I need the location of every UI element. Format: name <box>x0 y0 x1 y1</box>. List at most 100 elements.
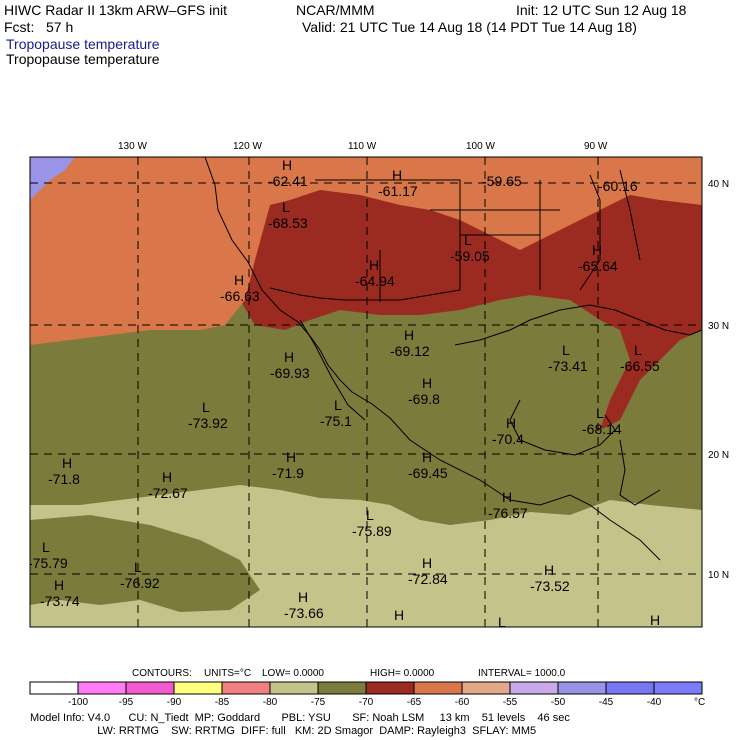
extremum-value: -72.84 <box>408 571 448 587</box>
extremum-value: -71.9 <box>272 465 304 481</box>
extremum-value: -66.63 <box>220 288 260 304</box>
extremum-type: H <box>54 577 64 593</box>
colorbar-swatch <box>317 681 367 695</box>
colorbar-swatch <box>125 681 175 695</box>
extremum-type: H <box>422 449 432 465</box>
model-title: HIWC Radar II 13km ARW–GFS init <box>4 2 228 18</box>
lat-label: 20 N <box>708 450 729 461</box>
colorbar-tick-label: -60 <box>455 697 470 708</box>
init-time: Init: 12 UTC Sun 12 Aug 18 <box>516 2 687 18</box>
contour-info: CONTOURS: UNITS=°C LOW= 0.0000 HIGH= 0.0… <box>132 668 566 679</box>
band-warmer <box>30 157 702 345</box>
extremum-value: -73.74 <box>40 593 80 609</box>
extremum-type: H <box>394 607 404 623</box>
extremum-type: L <box>282 199 290 215</box>
colorbar-unit: °C <box>694 697 705 708</box>
extremum-value: -62.41 <box>268 173 308 189</box>
extremum-value: -69.12 <box>390 343 430 359</box>
extremum-value: -68.14 <box>582 421 622 437</box>
extremum-value: -59.65 <box>482 173 522 189</box>
extremum-value: -69.93 <box>270 365 310 381</box>
contours-label: CONTOURS: <box>132 668 192 679</box>
colorbar-swatch <box>653 681 703 695</box>
extremum-type: H <box>62 455 72 471</box>
colorbar-swatch <box>557 681 607 695</box>
lat-labels: 40 N 30 N 20 N 10 N <box>708 179 729 581</box>
colorbar-tick-label: -90 <box>167 697 182 708</box>
extremum-type: L <box>42 539 50 555</box>
extremum-type: L <box>134 559 142 575</box>
lon-label: 90 W <box>584 141 608 152</box>
extremum-value: -75.89 <box>352 523 392 539</box>
extremum-type: L <box>202 399 210 415</box>
extremum-type: H <box>544 562 554 578</box>
lon-label: 130 W <box>118 141 147 152</box>
high-label: HIGH= 0.0000 <box>370 668 435 679</box>
map-frame <box>29 156 703 628</box>
org-label: NCAR/MMM <box>296 2 375 18</box>
colorbar-tick-label: -85 <box>215 697 230 708</box>
extremum-type: H <box>422 555 432 571</box>
colorbar-swatch <box>605 681 655 695</box>
extremum-value: -75.04 <box>380 623 420 639</box>
units-label: UNITS=°C <box>204 668 251 679</box>
extremum-type: L <box>634 342 642 358</box>
colorbar-tick-label: -95 <box>119 697 134 708</box>
extremum-value: -65.64 <box>578 258 618 274</box>
model-info-line1: Model Info: V4.0 CU: N_Tiedt MP: Goddard… <box>30 712 570 724</box>
extremum-type: H <box>286 449 296 465</box>
extremum-value: -66.55 <box>620 358 660 374</box>
colorbar-swatch <box>413 681 463 695</box>
coastlines <box>204 157 702 561</box>
colorbar-swatch <box>269 681 319 695</box>
extremum-type: H <box>298 589 308 605</box>
extremum-type: L <box>498 614 506 630</box>
colorbar-tick-label: -50 <box>551 697 566 708</box>
valid-time: Valid: 21 UTC Tue 14 Aug 18 (14 PDT Tue … <box>302 19 637 35</box>
colorbar-tick-label: -45 <box>599 697 614 708</box>
forecast-hour: Fcst: 57 h <box>4 19 74 35</box>
colorbar-tick-label: -80 <box>263 697 278 708</box>
colorbar-swatch <box>509 681 559 695</box>
extremum-value: -69.45 <box>408 465 448 481</box>
extremum-type: L <box>334 397 342 413</box>
extremum-value: -64.94 <box>355 273 395 289</box>
extremum-type: L <box>464 232 472 248</box>
extremum-value: -75.1 <box>320 413 352 429</box>
extremum-value: -76.92 <box>120 575 160 591</box>
extremum-value: -73.66 <box>284 605 324 621</box>
extremum-type: H <box>284 349 294 365</box>
lon-label: 100 W <box>466 141 495 152</box>
colorbar-swatch <box>365 681 415 695</box>
map-field: H-62.41 H-61.17-59.65 -60.16L-68.53L-59.05… <box>28 157 702 644</box>
lat-label: 30 N <box>708 321 729 332</box>
colorbar-tick-label: -75 <box>311 697 326 708</box>
extremum-value: -75.79 <box>28 555 68 571</box>
extremum-value: -76.57 <box>488 505 528 521</box>
lat-label: 10 N <box>708 570 729 581</box>
extremum-type: H <box>392 167 402 183</box>
extremum-value: -74.6 <box>636 628 668 644</box>
extrema-labels: H-62.41 H-61.17-59.65 -60.16L-68.53L-59.05… <box>28 157 668 644</box>
extremum-type: H <box>234 272 244 288</box>
band-warm <box>200 157 702 430</box>
colorbar-ticks: -100 -95 -90 -85 -80 -75 -70 -65 -60 -55 -50 -45 -40 <box>68 697 662 708</box>
extremum-type: H <box>506 415 516 431</box>
colorbar-swatch <box>29 681 79 695</box>
lon-label: 120 W <box>233 141 262 152</box>
extremum-value: -73.92 <box>188 415 228 431</box>
extremum-value: -61.17 <box>378 183 418 199</box>
extremum-value: -71.8 <box>48 471 80 487</box>
extremum-value: -68.53 <box>268 215 308 231</box>
extremum-value: -60.16 <box>598 178 638 194</box>
extremum-type: L <box>596 405 604 421</box>
colorbar-tick-label: -65 <box>407 697 422 708</box>
field-title-2: Tropopause temperature <box>6 51 160 67</box>
extremum-type: H <box>404 327 414 343</box>
band-warmest <box>30 157 75 200</box>
colorbar-tick-label: -55 <box>503 697 518 708</box>
colorbar-swatch <box>173 681 223 695</box>
extremum-value: -73.41 <box>548 358 588 374</box>
band-mid-patch <box>30 515 260 612</box>
